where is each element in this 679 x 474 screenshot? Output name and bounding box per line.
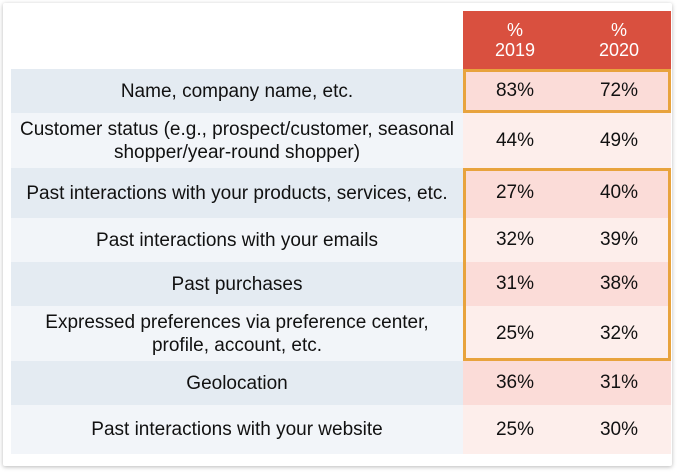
row-label: Past interactions with your products, se…	[11, 168, 463, 218]
value-cell-0: 25%	[463, 405, 567, 454]
value-cell-1: 72%	[567, 69, 671, 113]
row-label: Past interactions with your emails	[11, 218, 463, 262]
value-cell-0: 32%	[463, 218, 567, 262]
value-cell-1: 40%	[567, 168, 671, 218]
value-cell-0: 44%	[463, 113, 567, 168]
value-cell-0: 27%	[463, 168, 567, 218]
value-cell-1: 38%	[567, 262, 671, 306]
row-label: Past interactions with your website	[11, 405, 463, 454]
column-header-0: % 2019	[463, 11, 567, 69]
value-cell-0: 36%	[463, 361, 567, 405]
row-label: Expressed preferences via preference cen…	[11, 306, 463, 361]
data-table: % 2019% 2020 Name, company name, etc. 83% 72%…	[11, 11, 671, 459]
value-cell-0: 83%	[463, 69, 567, 113]
value-cell-1: 30%	[567, 405, 671, 454]
row-label: Past purchases	[11, 262, 463, 306]
value-cell-0: 31%	[463, 262, 567, 306]
value-cell-1: 31%	[567, 361, 671, 405]
value-cell-0: 25%	[463, 306, 567, 361]
value-cell-1: 32%	[567, 306, 671, 361]
table-card: % 2019% 2020 Name, company name, etc. 83% 72%…	[3, 3, 672, 466]
column-header-1: % 2020	[567, 11, 671, 69]
value-cell-1: 39%	[567, 218, 671, 262]
row-label: Customer status (e.g., prospect/customer…	[11, 113, 463, 168]
row-label: Name, company name, etc.	[11, 69, 463, 113]
header-corner	[11, 11, 463, 69]
value-cell-1: 49%	[567, 113, 671, 168]
row-label: Geolocation	[11, 361, 463, 405]
